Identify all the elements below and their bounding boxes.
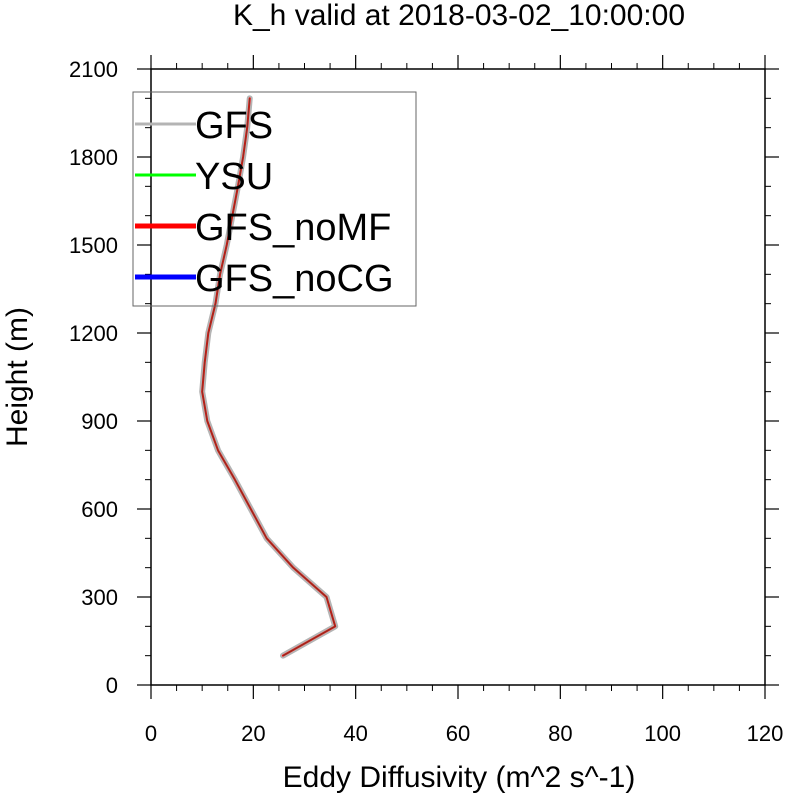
- x-tick-label: 0: [145, 721, 157, 746]
- legend-label: GFS_noCG: [195, 258, 394, 300]
- y-tick-label: 300: [81, 585, 118, 610]
- y-tick-label: 600: [81, 497, 118, 522]
- y-tick-label: 1500: [69, 233, 118, 258]
- x-tick-labels: 0 20 40 60 80 100 120: [145, 721, 783, 746]
- y-tick-label: 1800: [69, 145, 118, 170]
- legend: GFS YSU GFS_noMF GFS_noCG: [132, 91, 417, 307]
- legend-label: GFS_noMF: [195, 207, 391, 249]
- x-axis-title: Eddy Diffusivity (m^2 s^-1): [283, 761, 636, 794]
- x-tick-label: 60: [446, 721, 470, 746]
- chart-title: K_h valid at 2018-03-02_10:00:00: [233, 0, 685, 32]
- legend-box: [132, 91, 417, 307]
- y-tick-label: 1200: [69, 321, 118, 346]
- series-overlap-core: [201, 98, 336, 657]
- x-tick-label: 100: [644, 721, 681, 746]
- legend-label: YSU: [195, 156, 273, 198]
- y-tick-labels: 0 300 600 900 1200 1500 1800 2100: [69, 57, 118, 698]
- major-ticks: [137, 55, 779, 699]
- y-tick-label: 900: [81, 409, 118, 434]
- x-tick-label: 20: [241, 721, 265, 746]
- x-tick-label: 40: [343, 721, 367, 746]
- y-tick-label: 2100: [69, 57, 118, 82]
- y-axis-title: Height (m): [1, 307, 34, 447]
- y-tick-label: 0: [106, 673, 118, 698]
- x-tick-label: 80: [548, 721, 572, 746]
- x-tick-label: 120: [747, 721, 784, 746]
- minor-ticks: [145, 63, 771, 691]
- plot-frame: [150, 68, 766, 686]
- series-layer: [199, 95, 339, 659]
- legend-label: GFS: [195, 105, 273, 147]
